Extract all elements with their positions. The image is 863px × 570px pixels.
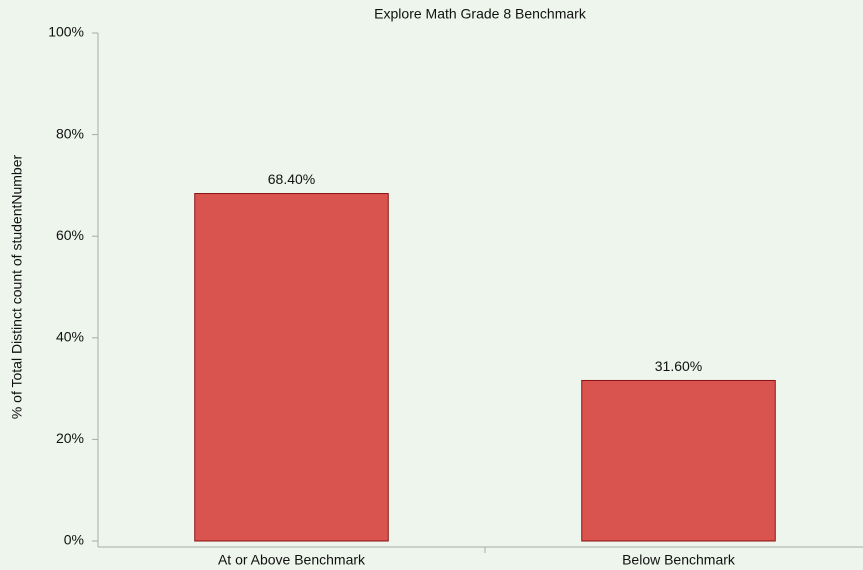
value-label: 68.40% (268, 171, 315, 187)
value-label: 31.60% (655, 358, 702, 374)
y-axis-label: % of Total Distinct count of studentNumb… (9, 155, 25, 420)
y-tick-label: 100% (48, 24, 84, 40)
chart-title: Explore Math Grade 8 Benchmark (374, 6, 587, 22)
x-tick-label: Below Benchmark (622, 552, 736, 568)
y-tick-label: 0% (64, 532, 84, 548)
y-tick-label: 40% (56, 329, 84, 345)
y-tick-label: 60% (56, 227, 84, 243)
y-tick-label: 20% (56, 430, 84, 446)
bar (194, 193, 389, 542)
x-tick-label: At or Above Benchmark (218, 552, 366, 568)
bar (581, 379, 776, 542)
y-tick-label: 80% (56, 125, 84, 141)
